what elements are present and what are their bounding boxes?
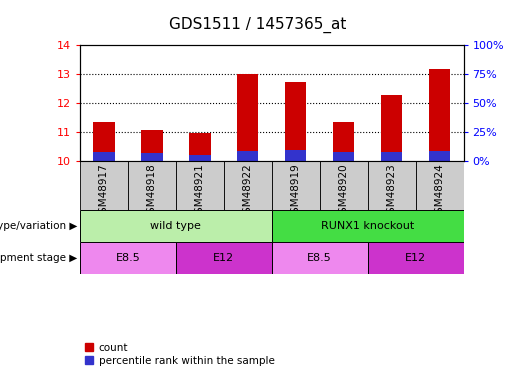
Text: wild type: wild type [150,221,201,231]
Bar [428,69,450,161]
Bar [272,161,320,210]
Text: RUNX1 knockout: RUNX1 knockout [321,221,414,231]
Bar [368,161,416,210]
Text: GSM48920: GSM48920 [338,164,349,220]
Bar [428,151,450,161]
Bar [80,242,176,274]
Bar [141,153,163,161]
Text: E12: E12 [405,253,426,263]
Bar [176,161,224,210]
Bar [189,133,211,161]
Bar [368,242,464,274]
Text: GSM48918: GSM48918 [147,164,157,220]
Text: genotype/variation ▶: genotype/variation ▶ [0,221,77,231]
Text: GSM48919: GSM48919 [290,164,301,220]
Bar [285,150,306,161]
Bar [381,152,402,161]
Legend: count, percentile rank within the sample: count, percentile rank within the sample [85,343,274,366]
Bar [93,122,115,161]
Text: GSM48923: GSM48923 [387,164,397,220]
Bar [237,74,259,161]
Text: GSM48917: GSM48917 [99,164,109,220]
Bar [272,210,464,242]
Bar [381,95,402,161]
Text: GSM48922: GSM48922 [243,164,253,220]
Text: GDS1511 / 1457365_at: GDS1511 / 1457365_at [169,17,346,33]
Text: GSM48921: GSM48921 [195,164,205,220]
Text: E8.5: E8.5 [307,253,332,263]
Bar [176,242,272,274]
Bar [80,161,128,210]
Bar [285,82,306,161]
Bar [237,151,259,161]
Bar [80,210,272,242]
Text: GSM48924: GSM48924 [435,164,444,220]
Bar [224,161,272,210]
Text: E12: E12 [213,253,234,263]
Text: development stage ▶: development stage ▶ [0,253,77,263]
Bar [189,155,211,161]
Bar [272,242,368,274]
Bar [320,161,368,210]
Bar [128,161,176,210]
Bar [141,130,163,161]
Bar [333,122,354,161]
Bar [93,152,115,161]
Bar [416,161,464,210]
Bar [333,152,354,161]
Text: E8.5: E8.5 [115,253,140,263]
